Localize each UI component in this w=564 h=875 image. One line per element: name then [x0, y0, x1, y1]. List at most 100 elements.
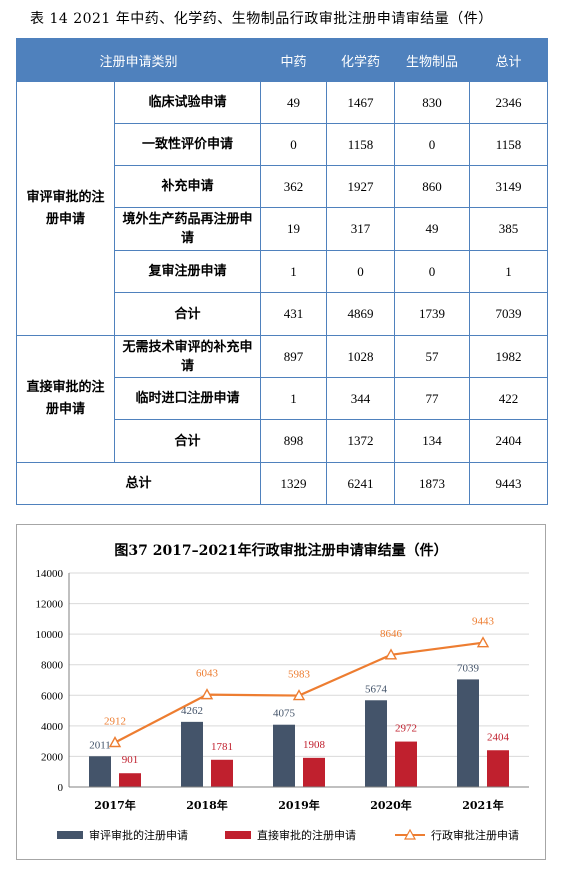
y-tick-label: 8000 — [41, 660, 64, 672]
bar — [89, 756, 111, 787]
cell: 0 — [326, 250, 396, 293]
bar — [303, 757, 325, 787]
legend-swatch — [225, 831, 251, 839]
data-label: 4262 — [181, 705, 203, 717]
cell: 57 — [394, 335, 471, 378]
cell: 897 — [260, 335, 328, 378]
data-label: 1908 — [303, 739, 326, 751]
table-row: 补充申请 362 1927 860 3149 — [17, 165, 549, 208]
chart-svg: 图37 2017–2021年行政审批注册申请审结量（件） 2011 901 4262… — [36, 542, 529, 842]
data-label: 901 — [122, 754, 139, 766]
cell: 1467 — [326, 81, 396, 124]
cell: 2346 — [469, 81, 549, 124]
row-label: 合计 — [113, 292, 262, 336]
cell: 362 — [260, 165, 328, 208]
cell: 830 — [394, 81, 471, 124]
cell: 431 — [260, 292, 328, 336]
row-label: 合计 — [113, 419, 262, 463]
table-row: 合计 431 4869 1739 7039 — [17, 292, 549, 336]
cell: 1028 — [326, 335, 396, 378]
data-label: 2011 — [89, 739, 111, 751]
cell: 134 — [394, 419, 471, 463]
cell: 1739 — [394, 292, 471, 336]
data-label: 1781 — [211, 741, 233, 753]
cell: 1927 — [326, 165, 396, 208]
cell: 860 — [394, 165, 471, 208]
cell: 1329 — [260, 462, 328, 505]
legend-swatch — [57, 831, 83, 839]
cell: 1 — [260, 377, 328, 420]
cell: 1372 — [326, 419, 396, 463]
legend-label: 行政审批注册申请 — [431, 828, 519, 842]
col-header-total: 总计 — [469, 38, 549, 82]
data-label: 4075 — [273, 708, 296, 720]
cell: 3149 — [469, 165, 549, 208]
data-label: 5674 — [365, 683, 388, 695]
table-row: 一致性评价申请 0 1158 0 1158 — [17, 123, 549, 166]
data-label: 2404 — [487, 731, 510, 743]
y-tick-label: 12000 — [36, 599, 64, 611]
legend-marker — [403, 828, 417, 840]
bar — [273, 724, 295, 787]
cell: 898 — [260, 419, 328, 463]
cell: 19 — [260, 207, 328, 251]
table-total-row: 总计 1329 6241 1873 9443 — [15, 462, 549, 505]
table-header-row: 注册申请类别 中药 化学药 生物制品 总计 — [15, 38, 549, 82]
row-label: 临床试验申请 — [113, 81, 262, 124]
y-tick-label: 0 — [58, 782, 64, 794]
approval-table: 注册申请类别 中药 化学药 生物制品 总计 审评审批的注册申请 临床试验申请 4… — [15, 38, 549, 505]
table-row: 境外生产药品再注册申请 19 317 49 385 — [17, 207, 549, 251]
line-marker — [384, 648, 398, 660]
cell: 0 — [260, 123, 328, 166]
y-tick-label: 6000 — [41, 690, 64, 702]
y-tick-label: 14000 — [36, 568, 64, 580]
cell: 4869 — [326, 292, 396, 336]
total-label: 总计 — [15, 462, 262, 505]
chart-title: 图37 2017–2021年行政审批注册申请审结量（件） — [114, 542, 447, 559]
table-row: 直接审批的注册申请 无需技术审评的补充申请 897 1028 57 1982 — [16, 335, 549, 463]
x-tick-label: 2017年 — [94, 798, 136, 812]
y-tick-label: 10000 — [36, 629, 64, 641]
line-marker — [292, 689, 306, 701]
line-data-label: 2912 — [104, 715, 126, 727]
row-label: 复审注册申请 — [113, 250, 262, 293]
x-tick-label: 2019年 — [278, 798, 320, 812]
row-label: 补充申请 — [113, 165, 262, 208]
cell: 385 — [469, 207, 549, 251]
col-header-tcm: 中药 — [260, 38, 328, 82]
cell: 317 — [326, 207, 396, 251]
cell: 1 — [469, 250, 549, 293]
x-tick-label: 2018年 — [186, 798, 228, 812]
cell: 2404 — [469, 419, 549, 463]
bar — [365, 700, 387, 787]
data-label: 2972 — [395, 723, 417, 735]
col-header-biologic: 生物制品 — [394, 38, 471, 82]
table-caption: 表 14 2021 年中药、化学药、生物制品行政审批注册申请审结量（件） — [30, 11, 493, 27]
bar — [181, 721, 203, 787]
line-data-label: 9443 — [472, 616, 495, 628]
row-label: 无需技术审评的补充申请 — [113, 335, 262, 378]
bar — [395, 741, 417, 787]
col-header-chemical: 化学药 — [326, 38, 396, 82]
bar — [487, 750, 509, 787]
line-data-label: 5983 — [288, 669, 311, 681]
x-tick-label: 2021年 — [462, 798, 504, 812]
legend-label: 审评审批的注册申请 — [89, 828, 188, 842]
line-marker — [200, 688, 214, 700]
cell: 1158 — [469, 123, 549, 166]
data-label: 7039 — [457, 662, 480, 674]
cell: 7039 — [469, 292, 549, 336]
cell: 49 — [260, 81, 328, 124]
table-row: 合计 898 1372 134 2404 — [17, 419, 549, 463]
chart-container: 图37 2017–2021年行政审批注册申请审结量（件） 2011 901 4262… — [16, 524, 546, 860]
row-label: 境外生产药品再注册申请 — [113, 207, 262, 251]
line-marker — [108, 736, 122, 748]
line-data-label: 8646 — [380, 628, 403, 640]
row-label: 临时进口注册申请 — [113, 377, 262, 420]
col-header-category: 注册申请类别 — [15, 38, 262, 82]
table-row: 审评审批的注册申请 临床试验申请 49 1467 830 2346 — [16, 81, 549, 336]
cell: 1982 — [469, 335, 549, 378]
group-label-review: 审评审批的注册申请 — [16, 81, 115, 336]
group-label-direct: 直接审批的注册申请 — [16, 335, 115, 463]
cell: 9443 — [469, 462, 549, 505]
